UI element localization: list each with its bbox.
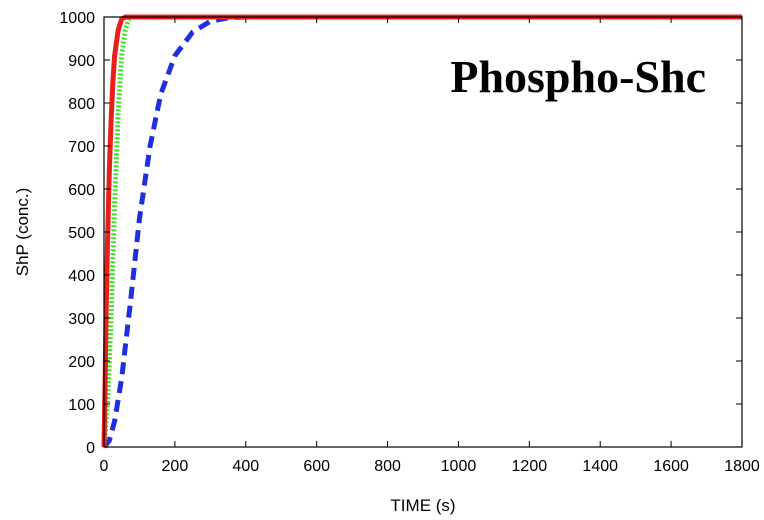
- x-tick-label: 400: [232, 458, 259, 475]
- y-axis-ticks: 0 100 200 300 400 500 600 700 800 900 1000: [59, 10, 742, 457]
- y-tick-label: 0: [86, 440, 95, 457]
- y-tick-label: 600: [68, 182, 95, 199]
- x-tick-label: 1800: [724, 458, 760, 475]
- y-tick-label: 100: [68, 397, 95, 414]
- chart-title: Phospho-Shc: [450, 51, 706, 102]
- y-axis-label: ShP (conc.): [13, 188, 32, 277]
- y-tick-label: 1000: [59, 10, 95, 27]
- y-tick-label: 500: [68, 225, 95, 242]
- x-tick-label: 600: [303, 458, 330, 475]
- x-tick-label: 800: [374, 458, 401, 475]
- x-tick-label: 200: [162, 458, 189, 475]
- x-axis-ticks: 0 200 400 600 800 1000 1200 1400 1600 1800: [100, 17, 760, 475]
- x-axis-label: TIME (s): [390, 496, 455, 515]
- x-tick-label: 1600: [653, 458, 689, 475]
- y-tick-label: 400: [68, 268, 95, 285]
- y-tick-label: 700: [68, 139, 95, 156]
- series-line-solid: [101, 14, 742, 448]
- y-tick-label: 300: [68, 311, 95, 328]
- x-tick-label: 1400: [582, 458, 618, 475]
- y-tick-label: 800: [68, 96, 95, 113]
- x-tick-label: 0: [100, 458, 109, 475]
- x-tick-label: 1000: [441, 458, 477, 475]
- x-tick-label: 1200: [512, 458, 548, 475]
- y-tick-label: 200: [68, 354, 95, 371]
- series-layer: [101, 14, 742, 449]
- y-tick-label: 900: [68, 53, 95, 70]
